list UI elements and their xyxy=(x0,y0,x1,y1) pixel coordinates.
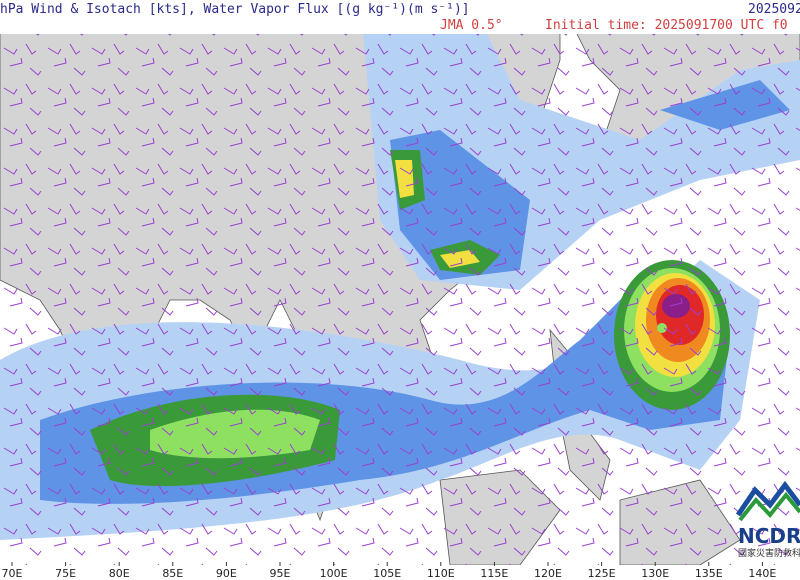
x-label: 140E xyxy=(748,567,776,580)
x-label: 120E xyxy=(534,567,562,580)
logo: NCDR 國家災害防救科技 xyxy=(735,480,800,559)
logo-subtitle: 國家災害防救科技 xyxy=(738,547,800,559)
x-label: 125E xyxy=(588,567,616,580)
initial-time: Initial time: 2025091700 UTC f0 xyxy=(545,18,788,33)
x-label: 95E xyxy=(270,567,291,580)
model: JMA 0.5° xyxy=(440,18,503,33)
x-label: 80E xyxy=(109,567,130,580)
x-label: 70E xyxy=(2,567,23,580)
title: hPa Wind & Isotach [kts], Water Vapor Fl… xyxy=(0,2,470,17)
x-label: 90E xyxy=(216,567,237,580)
x-label: 130E xyxy=(641,567,669,580)
valid-time: 2025092 xyxy=(748,2,800,17)
x-label: 75E xyxy=(55,567,76,580)
x-label: 115E xyxy=(480,567,508,580)
wind-barbs xyxy=(0,0,800,565)
x-label: 85E xyxy=(162,567,183,580)
header-band xyxy=(0,0,800,34)
x-label: 105E xyxy=(373,567,401,580)
logo-name: NCDR xyxy=(738,524,800,548)
x-label: 100E xyxy=(320,567,348,580)
axis-band xyxy=(0,565,800,580)
x-label: 110E xyxy=(427,567,455,580)
x-label: 135E xyxy=(695,567,723,580)
